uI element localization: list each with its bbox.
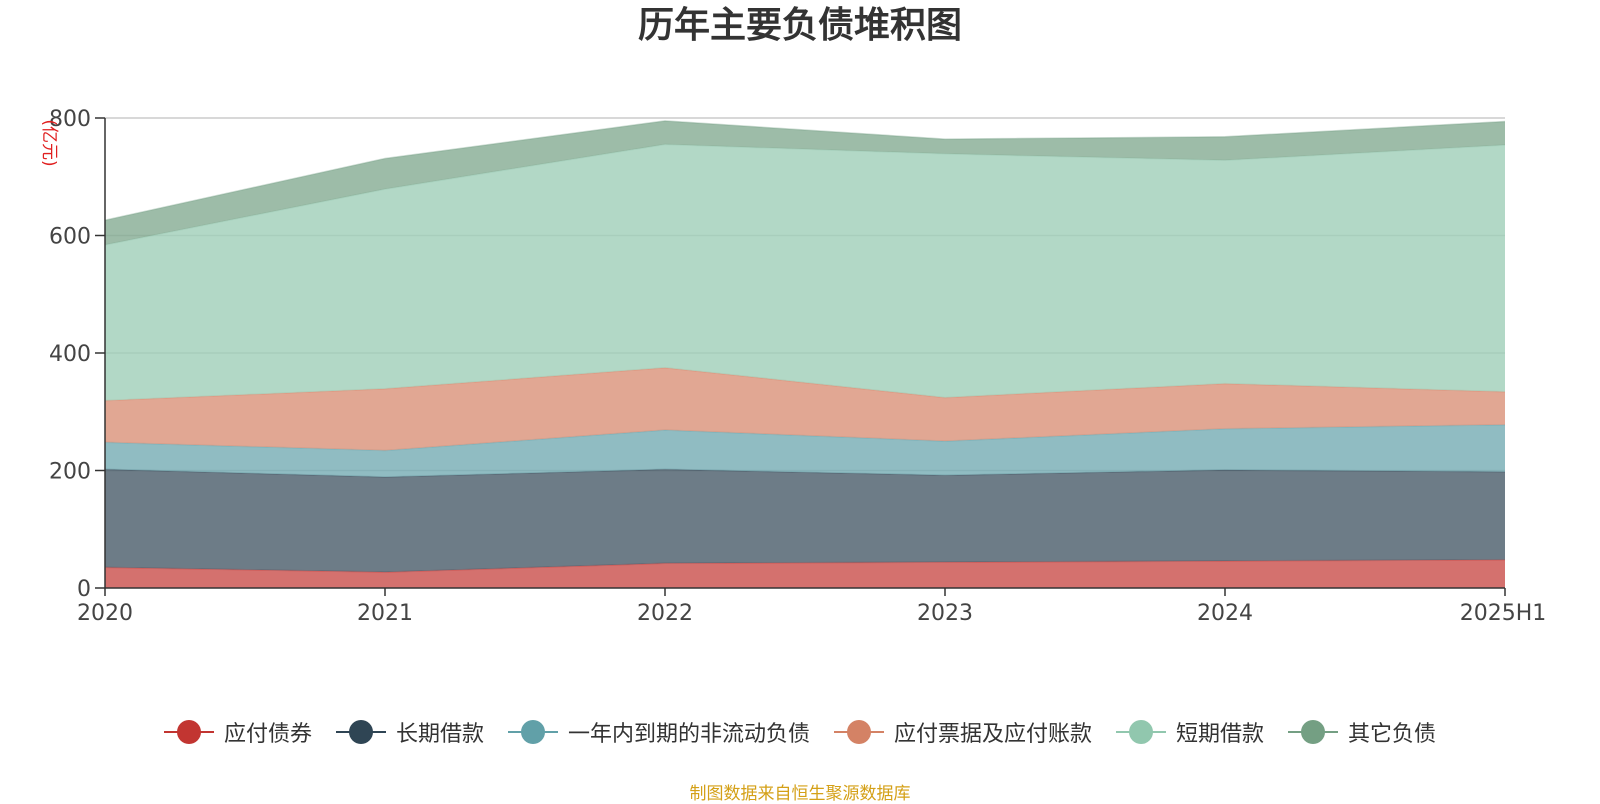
legend-label: 长期借款 bbox=[395, 722, 484, 747]
area-layer bbox=[104, 120, 1506, 588]
x-tick-label-3: 2023 bbox=[917, 601, 973, 626]
legend-marker-icon bbox=[163, 720, 214, 744]
legend-label: 应付债券 bbox=[223, 722, 312, 747]
legend-marker-icon bbox=[1116, 720, 1167, 744]
axis-layer: 0 200 400 600 800 2020 2021 2022 2023 2024 2025H1 bbox=[49, 107, 1546, 626]
legend-item-0[interactable]: 应付债券 bbox=[163, 716, 312, 748]
x-tick-label-0: 2020 bbox=[77, 601, 133, 626]
area-series-5 bbox=[105, 120, 1505, 245]
y-tick-label-200: 200 bbox=[49, 460, 91, 485]
area-series-1 bbox=[105, 469, 1505, 573]
chart-title: 历年主要负债堆积图 bbox=[637, 5, 962, 46]
area-series-4 bbox=[105, 144, 1505, 401]
legend-marker-icon bbox=[1288, 720, 1339, 744]
legend-item-3[interactable]: 应付票据及应付账款 bbox=[834, 716, 1092, 748]
legend-item-4[interactable]: 短期借款 bbox=[1116, 716, 1264, 748]
legend-marker-icon bbox=[335, 720, 386, 744]
legend-marker-icon bbox=[507, 720, 558, 744]
y-tick-label-800: 800 bbox=[49, 107, 91, 132]
legend-item-1[interactable]: 长期借款 bbox=[335, 716, 484, 748]
x-tick-label-5: 2025H1 bbox=[1460, 601, 1547, 626]
source-note: 制图数据来自恒生聚源数据库 bbox=[689, 784, 911, 804]
area-series-2 bbox=[105, 424, 1505, 477]
y-axis-unit-label: (亿元) bbox=[39, 119, 59, 166]
legend-label: 短期借款 bbox=[1176, 722, 1265, 747]
x-tick-label-1: 2021 bbox=[357, 601, 413, 626]
x-tick-label-2: 2022 bbox=[637, 601, 693, 626]
legend-label: 一年内到期的非流动负债 bbox=[567, 722, 810, 747]
legend-item-5[interactable]: 其它负债 bbox=[1288, 716, 1436, 748]
legend-marker-icon bbox=[834, 720, 884, 744]
legend-item-2[interactable]: 一年内到期的非流动负债 bbox=[507, 716, 810, 748]
area-series-0 bbox=[105, 559, 1505, 588]
y-tick-label-600: 600 bbox=[49, 225, 91, 250]
legend: 应付债券 长期借款 一年内到期的非流动负债 应付票据及应付账款 短期借款 其它负债 bbox=[0, 716, 1600, 748]
legend-label: 其它负债 bbox=[1348, 722, 1437, 747]
area-series-3 bbox=[105, 367, 1505, 451]
y-tick-label-400: 400 bbox=[49, 342, 91, 367]
y-tick-label-0: 0 bbox=[77, 577, 91, 602]
x-tick-label-4: 2024 bbox=[1197, 601, 1253, 626]
area-edge-5 bbox=[104, 120, 1506, 221]
legend-label: 应付票据及应付账款 bbox=[894, 722, 1093, 747]
